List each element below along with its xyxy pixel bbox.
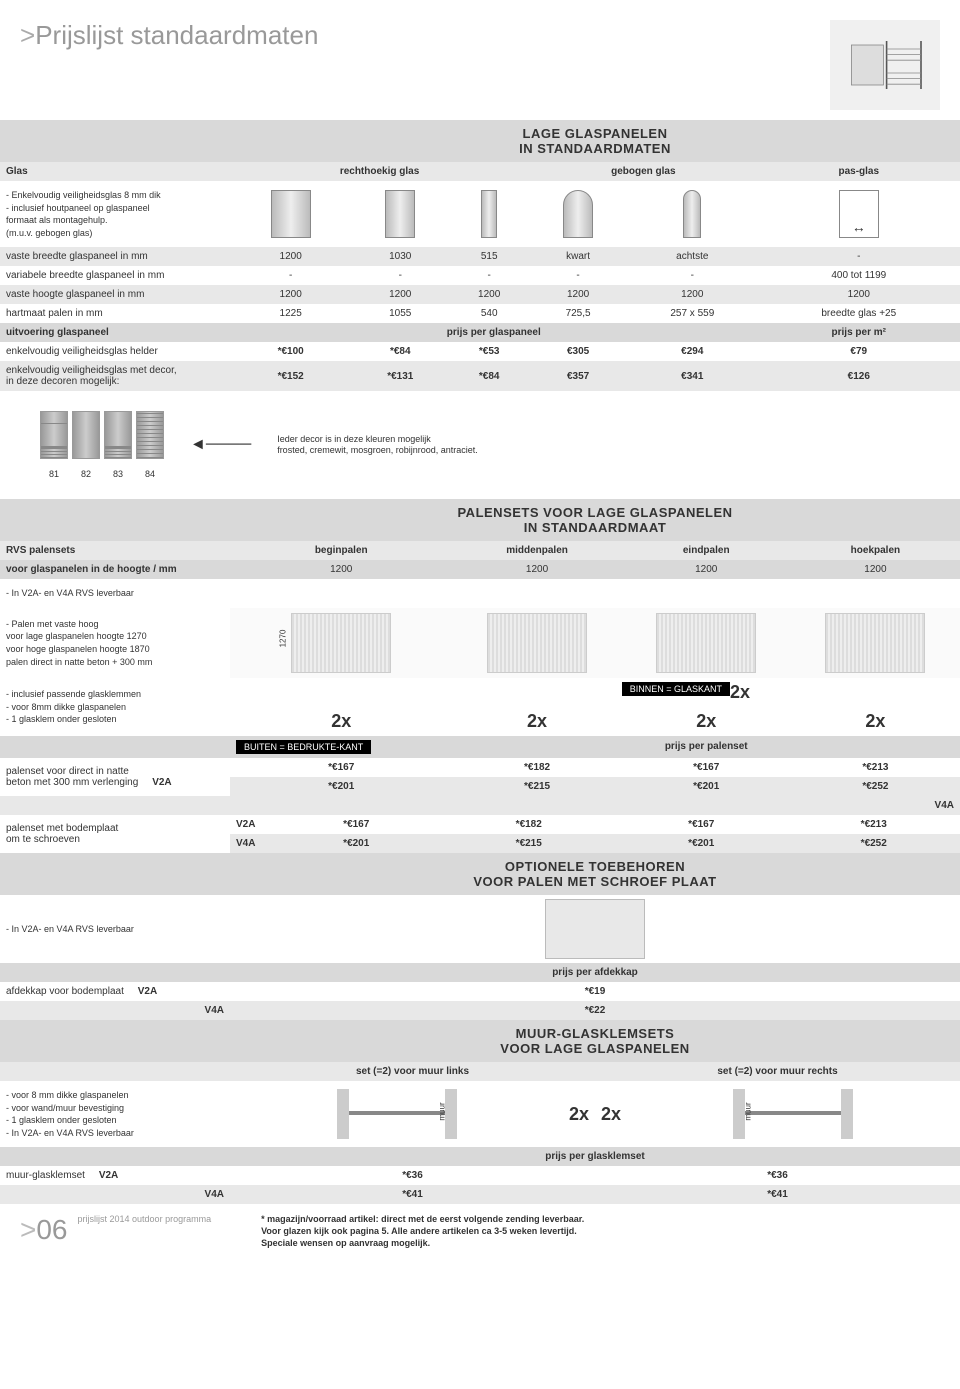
swatch-84 [136, 411, 164, 459]
price-per-glasklemset: prijs per glasklemset [230, 1147, 960, 1166]
hoek-2x: 2x [865, 711, 885, 731]
title-text: Prijslijst standaardmaten [35, 20, 318, 50]
swatch-label-83: 83 [104, 469, 132, 479]
shape-rect-wide [271, 190, 311, 238]
badge-inner: BINNEN = GLASKANT [622, 682, 730, 696]
swatch-83 [104, 411, 132, 459]
swatch-label-84: 84 [136, 469, 164, 479]
row-helder: enkelvoudig veiligheidsglas helder [0, 342, 230, 361]
row-hartmaat: hartmaat palen in mm [0, 304, 230, 323]
begin-2x: 2x [331, 711, 351, 731]
col-pas: pas-glas [758, 162, 960, 181]
row-direct: palenset voor direct in natte beton met … [0, 758, 230, 796]
glass-panels-table: LAGE GLASPANELEN IN STANDAARDMATEN Glas … [0, 120, 960, 391]
poles-bullets-2: - Palen met vaste hoog voor lage glaspan… [6, 614, 224, 672]
wall-left-2x: 2x [569, 1104, 589, 1125]
polesets-table-2: V4A *€201 [0, 796, 960, 815]
beginpaal-diagram: 1270 [291, 613, 391, 673]
page-title: >Prijslijst standaardmaten [20, 20, 318, 51]
accessories-table: OPTIONELE TOEBEHOREN VOOR PALEN MET SCHR… [0, 853, 960, 1020]
row-bodem: palenset met bodemplaat om te schroeven [6, 823, 118, 845]
swatch-note: Ieder decor is in deze kleuren mogelijk … [277, 434, 478, 457]
polesets-table: PALENSETS VOOR LAGE GLASPANELEN IN STAND… [0, 499, 960, 796]
glass-heading: LAGE GLASPANELEN IN STANDAARDMATEN [230, 120, 960, 162]
shape-rect-narrow [481, 190, 497, 238]
poles-bullets-1: - In V2A- en V4A RVS leverbaar [6, 583, 224, 604]
accessories-heading: OPTIONELE TOEBEHOREN VOOR PALEN MET SCHR… [230, 853, 960, 895]
eindpaal-diagram [656, 613, 756, 673]
badge-outer: BUITEN = BEDRUKTE-KANT [236, 740, 371, 754]
swatch-82 [72, 411, 100, 459]
shape-rect-med [385, 190, 415, 238]
accessories-bullets: - In V2A- en V4A RVS leverbaar [6, 919, 224, 940]
hoek-2x-top: 2x [730, 682, 750, 703]
accessory-diagram [545, 899, 645, 959]
price-per-poleset: prijs per palenset [452, 736, 960, 758]
row-uitvoering: uitvoering glaspaneel [0, 323, 230, 342]
poles-row-label: RVS palensets [0, 541, 230, 560]
row-decor: enkelvoudig veiligheidsglas met decor, i… [0, 361, 230, 391]
glass-bullets: - Enkelvoudig veiligheidsglas 8 mm dik -… [6, 185, 224, 243]
middenpaal-diagram [487, 613, 587, 673]
row-fixed-width: vaste breedte glaspaneel in mm [0, 247, 230, 266]
hoekpaal-diagram [825, 613, 925, 673]
price-per-m2: prijs per m² [758, 323, 960, 342]
title-chevron: > [20, 20, 35, 50]
shape-arch-wide [563, 190, 593, 238]
col-gebogen: gebogen glas [529, 162, 757, 181]
row-fixed-height: vaste hoogte glaspaneel in mm [0, 285, 230, 304]
row-afdekkap: afdekkap voor bodemplaat [6, 986, 124, 997]
eind-2x: 2x [696, 711, 716, 731]
page-number: >06 [20, 1214, 68, 1246]
price-per-afdekkap: prijs per afdekkap [230, 963, 960, 982]
swatch-label-82: 82 [72, 469, 100, 479]
footer-subtitle: prijslijst 2014 outdoor programma [78, 1214, 212, 1224]
col-recht: rechthoekig glas [230, 162, 529, 181]
wall-left-diagram: muur [337, 1089, 457, 1139]
glass-row-label: Glas [0, 162, 230, 181]
footer-note: * magazijn/voorraad artikel: direct met … [261, 1214, 584, 1249]
swatch-label-81: 81 [40, 469, 68, 479]
shape-arch-narrow [683, 190, 701, 238]
poles-heading: PALENSETS VOOR LAGE GLASPANELEN IN STAND… [230, 499, 960, 541]
poles-height-label: voor glaspanelen in de hoogte / mm [0, 560, 230, 579]
swatch-81 [40, 411, 68, 459]
wall-right-diagram: muur [733, 1089, 853, 1139]
midden-2x: 2x [527, 711, 547, 731]
wall-right-2x: 2x [601, 1104, 621, 1125]
row-var-width: variabele breedte glaspaneel in mm [0, 266, 230, 285]
wall-bullets: - voor 8 mm dikke glaspanelen - voor wan… [6, 1085, 224, 1143]
wall-heading: MUUR-GLASKLEMSETS VOOR LAGE GLASPANELEN [230, 1020, 960, 1062]
shape-pas [839, 190, 879, 238]
price-per-panel: prijs per glaspaneel [230, 323, 758, 342]
swatch-arrow-icon: ◄──── [190, 436, 251, 454]
poles-bullets-3: - inclusief passende glasklemmen - voor … [6, 684, 224, 730]
polesets-bodem: palenset met bodemplaat om te schroeven … [0, 815, 960, 853]
wallclamps-table: MUUR-GLASKLEMSETS VOOR LAGE GLASPANELEN … [0, 1020, 960, 1204]
fence-illustration [830, 20, 940, 110]
row-muurklem: muur-glasklemset [6, 1170, 85, 1181]
